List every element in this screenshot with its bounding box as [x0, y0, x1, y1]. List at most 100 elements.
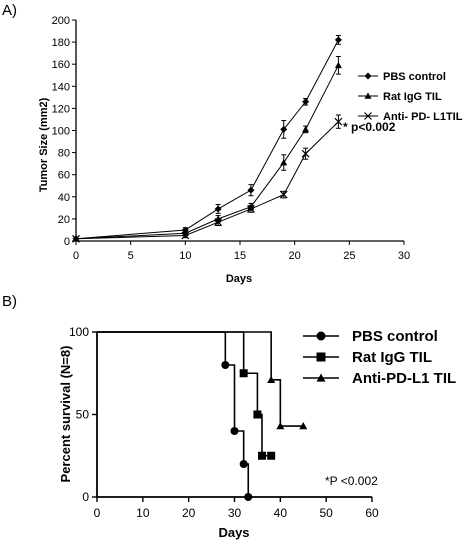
- panel-a-data-point: [302, 98, 310, 106]
- panel-a-significance-annotation: * p<0.002: [343, 120, 396, 134]
- panel-b-survival-step-line: [97, 331, 272, 457]
- panel-a-legend-marker-stroke-2: [364, 112, 372, 120]
- panel-a-data-point: [280, 159, 288, 166]
- panel-a-label: A): [2, 2, 17, 19]
- panel-a-legend-label: PBS control: [383, 71, 446, 83]
- panel-b-x-axis-title: Days: [218, 525, 249, 540]
- panel-b-series: [97, 331, 308, 501]
- panel-a-data-point: [214, 205, 222, 213]
- panel-a-legend-label: Anti- PD- L1TIL: [383, 111, 463, 123]
- panel-a-series-0: [72, 34, 342, 243]
- panel-a-x-tick-label: 10: [179, 250, 191, 262]
- panel-b-y-tick-label: 50: [76, 408, 90, 422]
- panel-a-data-point-stroke-2: [247, 205, 255, 213]
- panel-a-series-1: [72, 55, 342, 242]
- panel-b-legend-marker: [316, 373, 326, 382]
- panel-b-data-point: [276, 422, 285, 430]
- panel-a-series-2: [72, 114, 343, 243]
- panel-a-tick-labels: 0 5 10 15 20 25 30 0 20 40 60 80 100 120 140 160 180 200: [52, 15, 410, 262]
- panel-b-tick-labels: 0 10 20 30 40 50 60 0 50 100: [69, 325, 379, 520]
- panel-a-legend-marker: [364, 72, 372, 80]
- panel-b-x-tick-label: 60: [365, 506, 379, 520]
- panel-a-data-point: [247, 205, 255, 213]
- panel-b-legend: PBS control Rat IgG TIL Anti-PD-L1 TIL: [303, 328, 456, 387]
- panel-b-legend-label: PBS control: [352, 328, 438, 345]
- panel-a-data-point: [334, 36, 342, 44]
- panel-b-data-point: [239, 369, 248, 378]
- panel-b-series-1: [97, 331, 276, 460]
- panel-a-y-tick-label: 100: [52, 126, 70, 138]
- panel-b-survival-step-line: [97, 331, 250, 497]
- panel-a-y-tick-label: 0: [64, 236, 70, 248]
- panel-a-y-tick-label: 180: [52, 37, 70, 49]
- panel-b-data-point: [230, 427, 239, 435]
- panel-a-x-tick-label: 25: [343, 250, 355, 262]
- panel-a-data-point: [279, 190, 288, 199]
- panel-a-x-tick-label: 5: [128, 250, 134, 262]
- panel-b-data-point: [239, 460, 248, 468]
- panel-b-significance-annotation: *P <0.002: [325, 474, 378, 488]
- panel-a-data-point-stroke-2: [334, 117, 343, 126]
- panel-a-y-tick-label: 200: [52, 15, 70, 27]
- panel-b-data-point: [221, 361, 230, 369]
- panel-a-data-point-stroke-2: [181, 231, 190, 240]
- panel-a-y-tick-label: 20: [58, 214, 70, 226]
- panel-a-axes: [72, 19, 405, 245]
- panel-a-data-point: [302, 125, 310, 133]
- panel-b-legend-marker: [316, 352, 326, 362]
- panel-b-y-tick-label: 0: [82, 490, 89, 504]
- panel-b-y-axis-title: Percent survival (N=8): [58, 346, 73, 483]
- panel-a-legend-marker: [364, 112, 372, 120]
- panel-a-x-axis-title: Days: [226, 273, 252, 285]
- panel-a-data-point-stroke-2: [279, 190, 288, 199]
- panel-a-y-tick-label: 140: [52, 81, 70, 93]
- panel-b-x-tick-label: 10: [136, 506, 150, 520]
- panel-b-legend-marker: [316, 331, 326, 341]
- panel-a-data-point-stroke-2: [214, 218, 223, 227]
- panel-a-legend-label: Rat IgG TIL: [383, 91, 442, 103]
- panel-b-y-tick-label: 100: [69, 325, 89, 339]
- panel-b-label: B): [2, 293, 17, 310]
- panel-b-data-point: [258, 451, 266, 460]
- panel-a-x-tick-label: 0: [73, 250, 79, 262]
- panel-a-data-point: [280, 125, 288, 133]
- panel-a-y-axis-title: Tumor Size (mm2): [38, 97, 50, 192]
- panel-a-y-tick-label: 80: [58, 148, 70, 160]
- panel-b-x-tick-label: 50: [319, 506, 333, 520]
- panel-a-data-point: [334, 61, 342, 69]
- panel-a-data-point-stroke-2: [72, 234, 80, 243]
- panel-b-data-point: [267, 375, 276, 384]
- panel-a-y-tick-label: 120: [52, 103, 70, 115]
- panel-a-y-tick-label: 160: [52, 59, 70, 71]
- panel-b-data-point: [244, 493, 253, 501]
- panel-a-y-tick-label: 40: [58, 192, 70, 204]
- panel-b-x-tick-label: 30: [228, 506, 242, 520]
- panel-a-x-tick-label: 15: [234, 250, 246, 262]
- panel-b-x-tick-label: 40: [274, 506, 288, 520]
- panel-a-series-line: [75, 65, 339, 240]
- panel-b-x-tick-label: 0: [94, 506, 101, 520]
- panel-b-data-point: [253, 410, 262, 419]
- panel-b-legend-label: Rat IgG TIL: [352, 349, 432, 366]
- panel-a-legend-marker: [364, 92, 372, 99]
- panel-a-data-point: [214, 218, 223, 227]
- panel-a-data-point: [181, 231, 190, 240]
- panel-b-series-0: [97, 331, 253, 501]
- panel-b-series-2: [97, 331, 308, 430]
- panel-a-data-point: [334, 117, 343, 126]
- panel-a-data-point-stroke-2: [301, 149, 310, 158]
- panel-a-y-tick-label: 60: [58, 170, 70, 182]
- panel-b-data-point: [299, 422, 308, 430]
- panel-b-legend-label: Anti-PD-L1 TIL: [352, 370, 456, 387]
- panel-a-data-point: [72, 234, 80, 243]
- panel-a-x-tick-label: 20: [289, 250, 301, 262]
- panel-b-x-tick-label: 20: [182, 506, 196, 520]
- panel-b-survival-chart: B) 0 10 20 30 40 50 60 0 50 100 Days Percent surv…: [2, 293, 456, 540]
- panel-b-survival-step-line: [97, 331, 304, 427]
- panel-a-x-tick-label: 30: [398, 250, 410, 262]
- panel-b-axes: [92, 331, 373, 502]
- panel-a-data-point: [301, 149, 310, 158]
- panel-a-tumor-size-chart: A) 0 5 10 15 20 25 30 0 20 40 60 80 100 120 140 160 180 2…: [2, 2, 463, 285]
